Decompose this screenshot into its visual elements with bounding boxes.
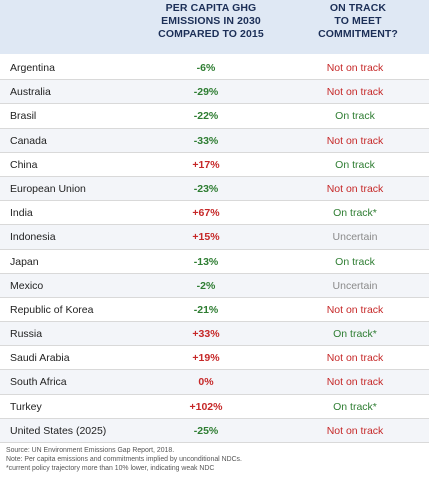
- country-name: Brasil: [10, 110, 37, 123]
- country-name: European Union: [10, 182, 86, 195]
- track-status: Uncertain: [332, 279, 378, 292]
- track-status: On track*: [333, 207, 377, 220]
- country-name: United States (2025): [10, 424, 107, 437]
- table-row: Saudi Arabia +19% Not on track: [0, 346, 429, 371]
- track-status: Not on track: [326, 352, 384, 365]
- table-row: Brasil -22% On track: [0, 104, 429, 129]
- emissions-change: -2%: [196, 279, 216, 292]
- emissions-change: -22%: [193, 110, 219, 123]
- country-name: Canada: [10, 134, 47, 147]
- table-row: India +67% On track*: [0, 201, 429, 226]
- track-status: Not on track: [326, 182, 384, 195]
- table-row: Russia +33% On track*: [0, 322, 429, 347]
- footnotes: Source: UN Environment Emissions Gap Rep…: [6, 446, 424, 473]
- emissions-change: -29%: [193, 86, 219, 99]
- table-row: Indonesia +15% Uncertain: [0, 225, 429, 250]
- emissions-change: -33%: [193, 134, 219, 147]
- table-row: Argentina -6% Not on track: [0, 56, 429, 81]
- track-status: Not on track: [326, 424, 384, 437]
- country-name: Republic of Korea: [10, 303, 94, 316]
- track-status: Not on track: [326, 376, 384, 389]
- emissions-change: -23%: [193, 182, 219, 195]
- country-name: India: [10, 207, 33, 220]
- emissions-change: +67%: [192, 207, 220, 220]
- table-row: Japan -13% On track: [0, 250, 429, 274]
- emissions-change: +33%: [192, 328, 220, 341]
- country-name: Russia: [10, 328, 43, 341]
- table-row: United States (2025) -25% Not on track: [0, 418, 429, 443]
- table-header: PER CAPITA GHG EMISSIONS IN 2030 COMPARE…: [0, 0, 429, 54]
- table-row: Canada -33% Not on track: [0, 128, 429, 153]
- country-name: Australia: [10, 86, 51, 99]
- country-name: China: [10, 158, 38, 171]
- footnote-note: Note: Per capita emissions and commitmen…: [6, 456, 242, 463]
- footnote-source: Source: UN Environment Emissions Gap Rep…: [6, 447, 175, 454]
- header-on-track: ON TRACK TO MEET COMMITMENT?: [318, 2, 398, 40]
- country-name: Japan: [10, 255, 39, 268]
- emissions-change: +19%: [192, 352, 220, 365]
- country-name: Argentina: [10, 62, 55, 74]
- emissions-change: -13%: [193, 255, 219, 268]
- track-status: On track: [335, 110, 375, 123]
- track-status: On track*: [333, 328, 377, 341]
- table-row: Turkey +102% On track*: [0, 395, 429, 419]
- table-row: China +17% On track: [0, 153, 429, 177]
- emissions-change: +102%: [189, 400, 223, 413]
- country-name: Turkey: [10, 400, 42, 413]
- track-status: Not on track: [326, 134, 384, 147]
- track-status: On track: [335, 158, 375, 171]
- footnote-asterisk: *current policy trajectory more than 10%…: [6, 465, 215, 472]
- emissions-change: -21%: [193, 303, 219, 316]
- table-row: Australia -29% Not on track: [0, 80, 429, 105]
- table-body: Argentina -6% Not on track Australia -29% Not…: [0, 56, 429, 443]
- table-row: Mexico -2% Uncertain: [0, 273, 429, 298]
- emissions-change: +17%: [192, 158, 220, 171]
- country-name: Indonesia: [10, 231, 56, 244]
- track-status: On track: [335, 255, 375, 268]
- emissions-change: 0%: [198, 376, 214, 389]
- country-name: Mexico: [10, 279, 44, 292]
- country-name: South Africa: [10, 376, 67, 389]
- track-status: On track*: [333, 400, 377, 413]
- track-status: Not on track: [326, 62, 384, 74]
- track-status: Not on track: [326, 86, 384, 99]
- track-status: Not on track: [326, 303, 384, 316]
- emissions-change: -6%: [196, 62, 216, 74]
- emissions-change: -25%: [193, 424, 219, 437]
- table-row: South Africa 0% Not on track: [0, 370, 429, 395]
- table-row: European Union -23% Not on track: [0, 176, 429, 202]
- header-per-capita-emissions: PER CAPITA GHG EMISSIONS IN 2030 COMPARE…: [158, 2, 264, 40]
- country-name: Saudi Arabia: [10, 352, 70, 365]
- track-status: Uncertain: [332, 231, 378, 244]
- emissions-change: +15%: [192, 231, 220, 244]
- table-row: Republic of Korea -21% Not on track: [0, 298, 429, 323]
